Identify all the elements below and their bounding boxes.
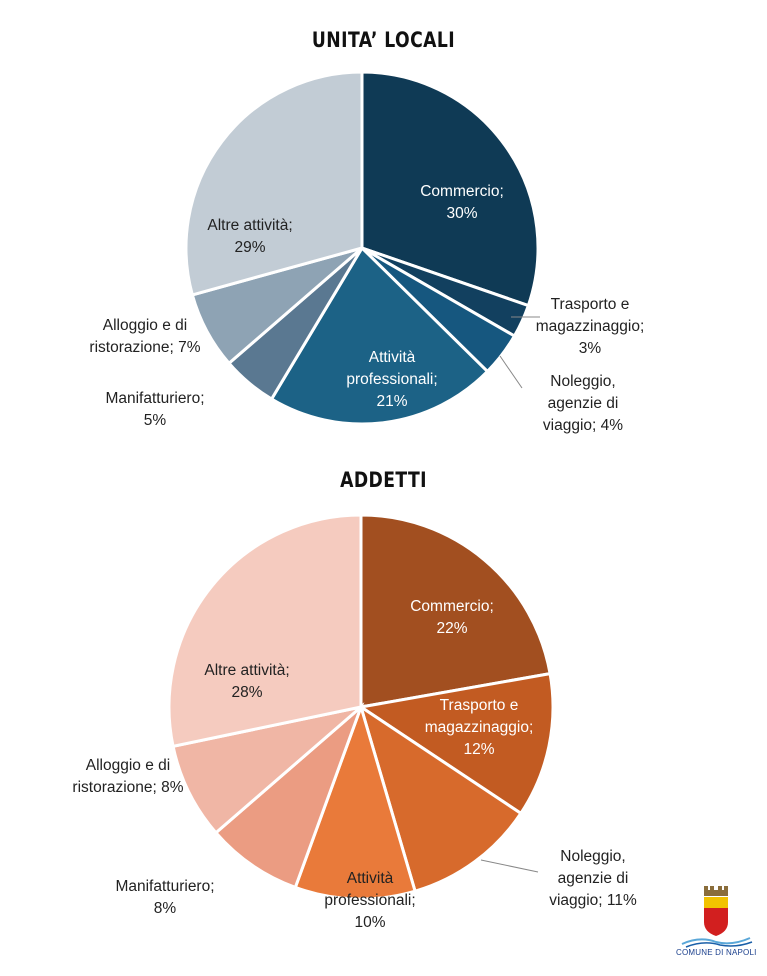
slice-label-unita-locali-5: Alloggio e di ristorazione; 7% bbox=[89, 317, 200, 356]
slice-label-addetti-6: Altre attività; 28% bbox=[204, 662, 289, 701]
slice-label-addetti-5: Alloggio e di ristorazione; 8% bbox=[72, 757, 183, 796]
pie-slice-addetti-6 bbox=[167, 513, 363, 749]
chart-title-unita-locali: UNITA’ LOCALI bbox=[311, 28, 456, 52]
pie-slice-addetti-3 bbox=[293, 702, 417, 901]
pie-slice-addetti-2 bbox=[358, 703, 523, 894]
slice-label-unita-locali-1: Trasporto e magazzinaggio; 3% bbox=[536, 296, 645, 357]
napoli-crest-icon bbox=[681, 886, 753, 948]
leader-line-unita-locali-2 bbox=[499, 355, 523, 389]
pie-slice-addetti-4 bbox=[213, 702, 365, 890]
slice-label-addetti-1: Trasporto e magazzinaggio; 12% bbox=[425, 697, 534, 758]
pie-slice-addetti-5 bbox=[171, 704, 367, 835]
pie-slice-unita-locali-0 bbox=[360, 70, 540, 308]
pie-chart-addetti: Commercio; 22% Trasporto e magazzinaggio; 12… bbox=[72, 513, 637, 931]
slice-label-unita-locali-0: Commercio; 30% bbox=[420, 183, 504, 222]
pie-slice-addetti-1 bbox=[357, 671, 555, 816]
pie-chart-unita-locali: Commercio; 30% Trasporto e magazzinaggio; 3%… bbox=[89, 70, 645, 434]
slice-label-unita-locali-4: Manifatturiero; 5% bbox=[105, 390, 204, 429]
slice-label-addetti-3: Attività professionali; 10% bbox=[324, 870, 415, 931]
slice-label-unita-locali-2: Noleggio, agenzie di viaggio; 4% bbox=[543, 373, 623, 434]
pie-slice-unita-locali-6 bbox=[184, 70, 364, 297]
pie-slice-unita-locali-3 bbox=[269, 245, 490, 426]
logo-text: COMUNE DI NAPOLI bbox=[676, 948, 757, 957]
slice-label-unita-locali-6: Altre attività; 29% bbox=[207, 217, 292, 256]
comune-di-napoli-logo: COMUNE DI NAPOLI bbox=[676, 886, 756, 966]
chart-title-addetti: ADDETTI bbox=[340, 468, 427, 492]
slice-label-addetti-2: Noleggio, agenzie di viaggio; 11% bbox=[549, 848, 637, 909]
pie-slice-addetti-0 bbox=[359, 513, 552, 709]
slice-label-addetti-4: Manifatturiero; 8% bbox=[115, 878, 214, 917]
slice-label-unita-locali-3: Attività professionali; 21% bbox=[346, 349, 437, 410]
leader-line-addetti-2 bbox=[480, 859, 539, 873]
slice-label-addetti-0: Commercio; 22% bbox=[410, 598, 494, 637]
